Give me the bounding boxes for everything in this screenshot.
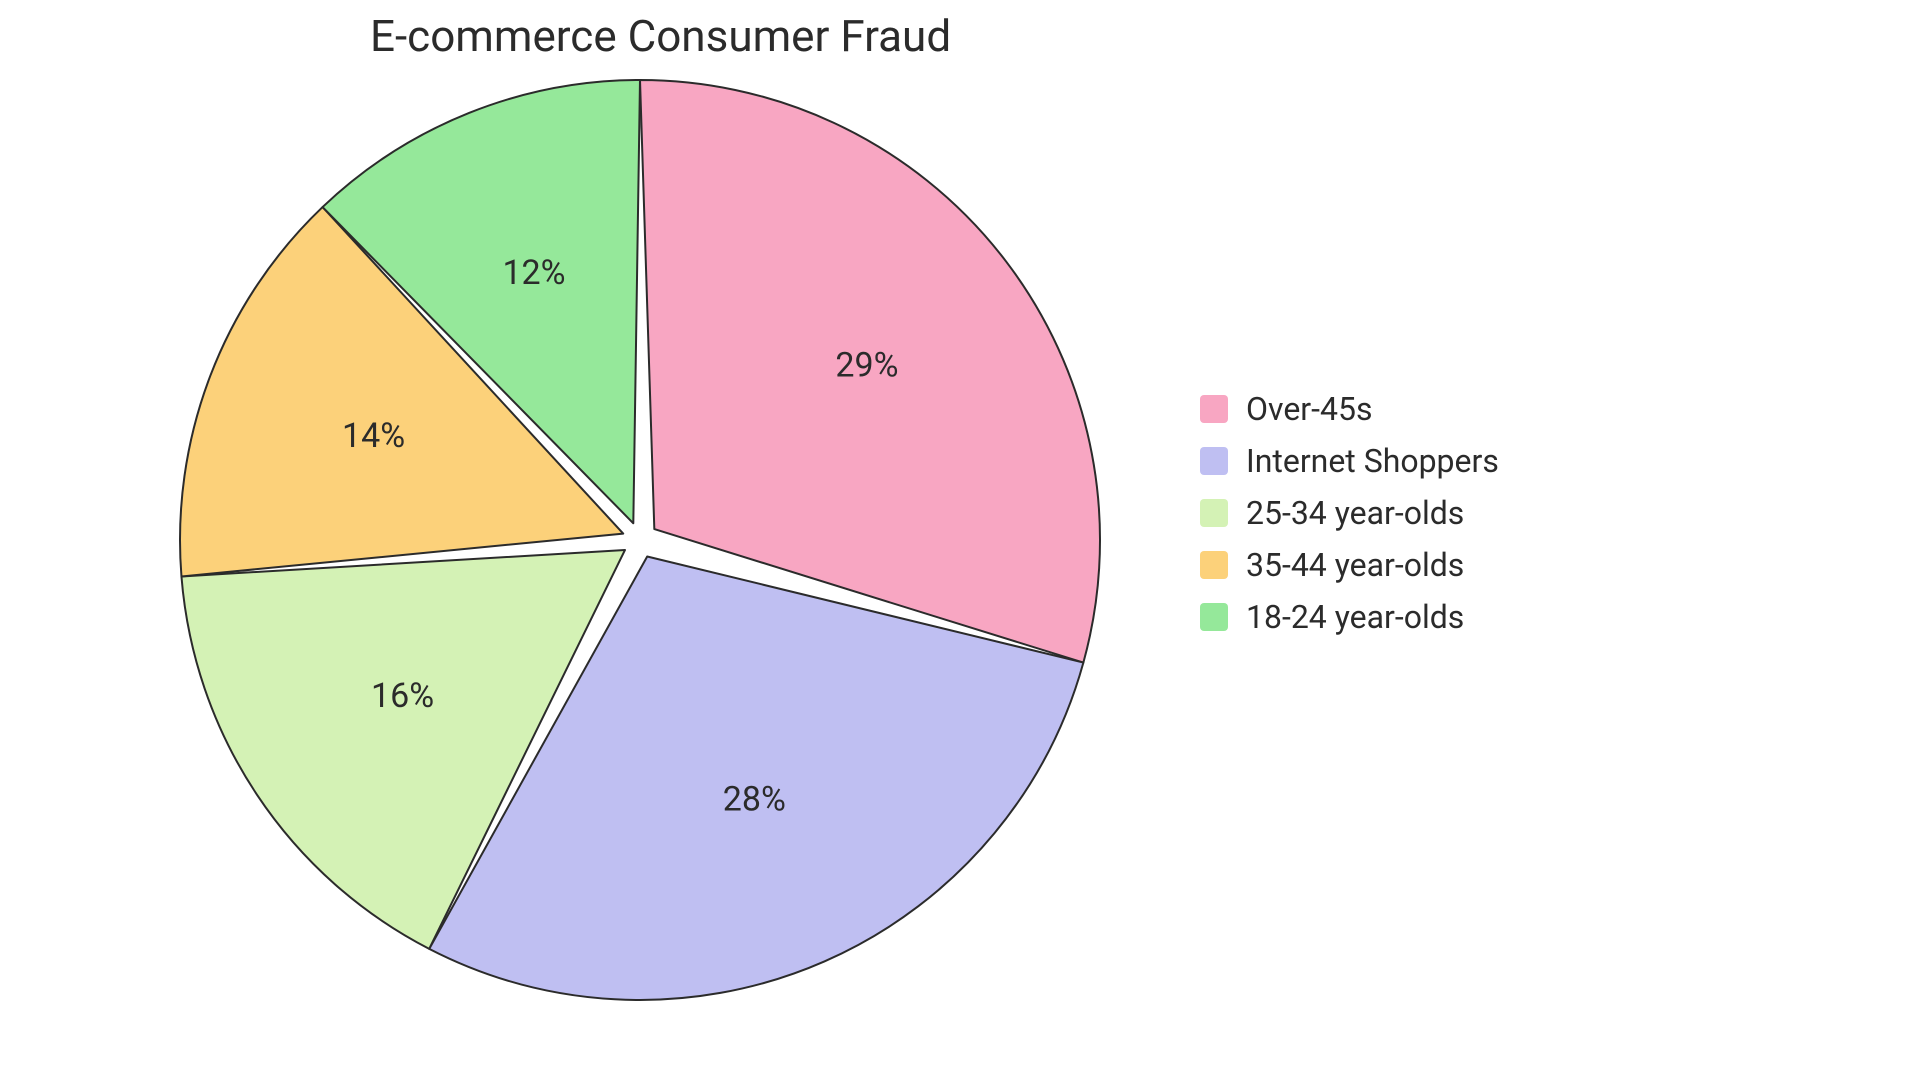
legend-label: 18-24 year-olds (1246, 598, 1464, 636)
chart-container: E-commerce Consumer Fraud 29% 28% 16% 14% 12… (0, 0, 1920, 1080)
slice-label: 29% (835, 345, 898, 385)
legend-label: Internet Shoppers (1246, 442, 1499, 480)
legend-swatch (1200, 447, 1228, 475)
legend-item: Over-45s (1200, 390, 1499, 428)
legend-swatch (1200, 395, 1228, 423)
slice-label: 14% (342, 416, 405, 456)
slice-label: 16% (371, 676, 434, 716)
legend-label: Over-45s (1246, 390, 1372, 428)
legend-item: 25-34 year-olds (1200, 494, 1499, 532)
chart-title: E-commerce Consumer Fraud (370, 10, 951, 62)
pie-chart: 29% 28% 16% 14% 12% (160, 60, 1120, 1020)
legend-label: 25-34 year-olds (1246, 494, 1464, 532)
legend-swatch (1200, 551, 1228, 579)
legend: Over-45s Internet Shoppers 25-34 year-olds… (1200, 390, 1499, 636)
slice-label: 28% (723, 779, 786, 819)
legend-item: 35-44 year-olds (1200, 546, 1499, 584)
legend-swatch (1200, 499, 1228, 527)
legend-item: 18-24 year-olds (1200, 598, 1499, 636)
legend-item: Internet Shoppers (1200, 442, 1499, 480)
slice-label: 12% (502, 253, 565, 293)
legend-swatch (1200, 603, 1228, 631)
legend-label: 35-44 year-olds (1246, 546, 1464, 584)
